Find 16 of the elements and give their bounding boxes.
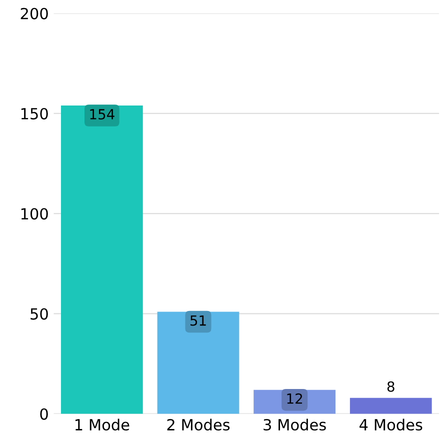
y-tick-label: 200	[20, 8, 48, 20]
x-tick-label: 3 Modes	[264, 418, 326, 431]
bar	[157, 312, 240, 414]
x-tick-label: 4 Modes	[360, 418, 422, 431]
y-tick-label: 150	[21, 108, 48, 120]
data-label: 154	[90, 109, 114, 120]
bar	[60, 105, 143, 414]
data-label: 12	[287, 393, 302, 404]
data-label: 51	[190, 315, 206, 326]
x-tick-label: 2 Modes	[167, 418, 230, 431]
data-label: 8	[387, 381, 394, 392]
y-tick-label: 100	[21, 208, 48, 220]
bar	[350, 398, 432, 414]
y-tick-label: 0	[40, 408, 48, 420]
y-tick-label: 50	[30, 308, 48, 320]
x-tick-label: 1 Mode	[75, 418, 130, 431]
